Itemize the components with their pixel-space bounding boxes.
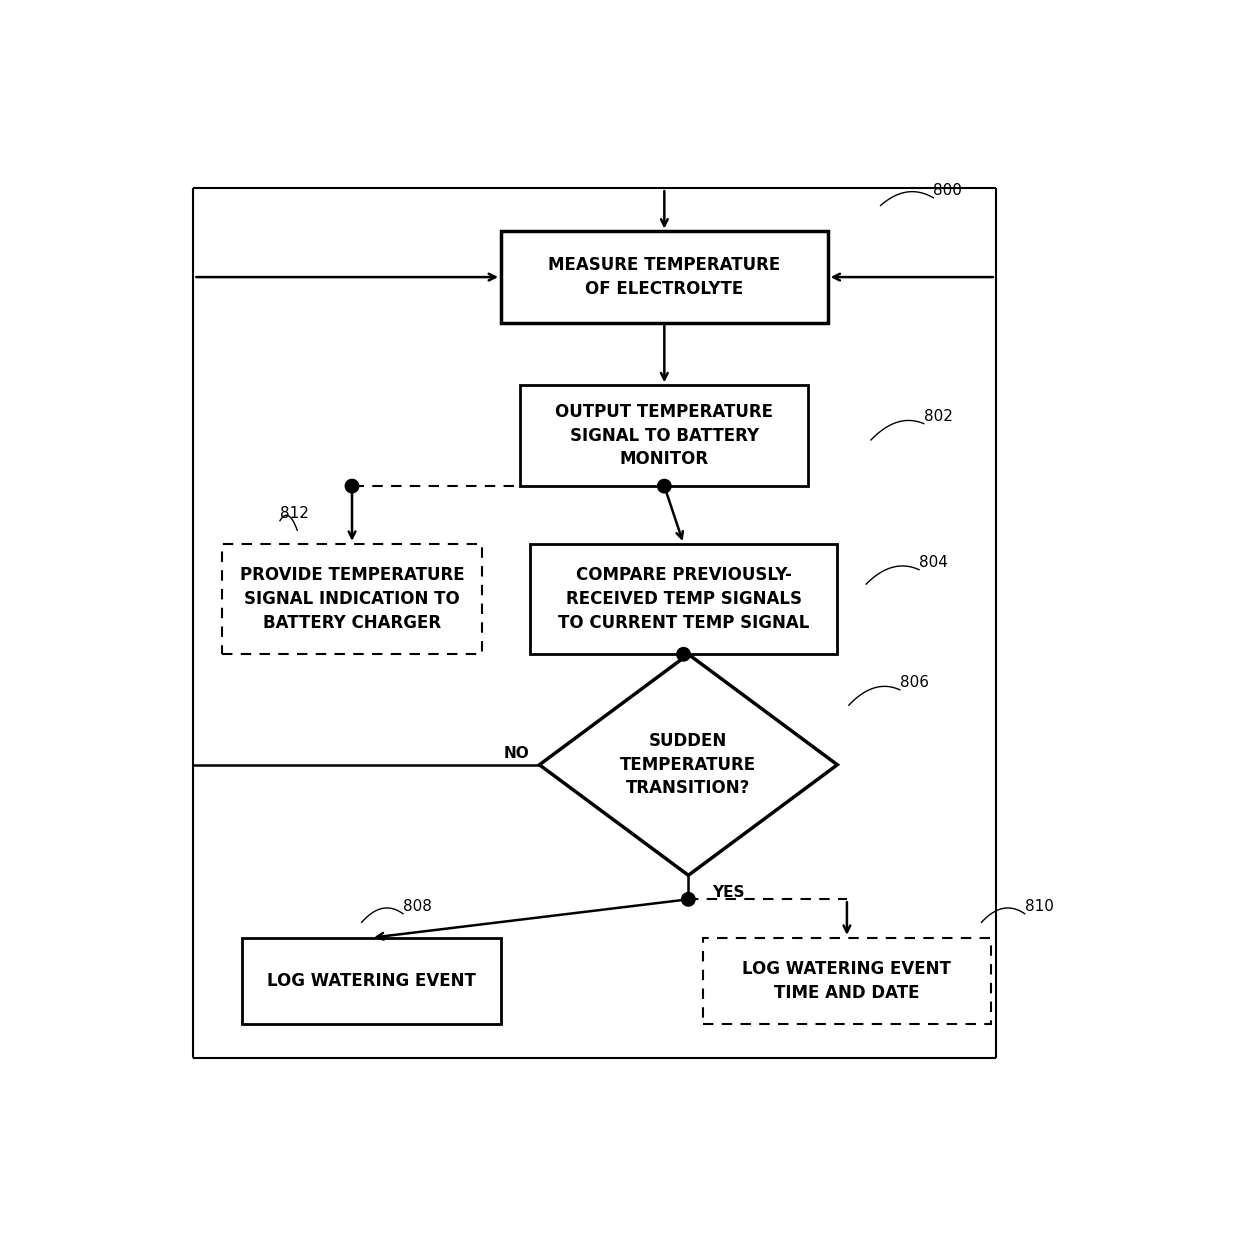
Text: LOG WATERING EVENT: LOG WATERING EVENT xyxy=(267,972,476,990)
Circle shape xyxy=(345,479,358,493)
Text: 810: 810 xyxy=(1024,899,1054,914)
Bar xyxy=(501,231,827,323)
Text: 806: 806 xyxy=(900,675,929,690)
Text: LOG WATERING EVENT
TIME AND DATE: LOG WATERING EVENT TIME AND DATE xyxy=(743,960,951,1002)
Text: SUDDEN
TEMPERATURE
TRANSITION?: SUDDEN TEMPERATURE TRANSITION? xyxy=(620,733,756,797)
Bar xyxy=(703,937,991,1025)
Bar xyxy=(242,937,501,1025)
Bar xyxy=(521,386,808,487)
Text: NO: NO xyxy=(503,746,529,761)
Bar xyxy=(222,544,482,654)
Text: COMPARE PREVIOUSLY-
RECEIVED TEMP SIGNALS
TO CURRENT TEMP SIGNAL: COMPARE PREVIOUSLY- RECEIVED TEMP SIGNAL… xyxy=(558,567,810,631)
Circle shape xyxy=(677,648,691,661)
Circle shape xyxy=(682,892,696,906)
Text: YES: YES xyxy=(712,885,745,900)
Bar xyxy=(529,544,837,654)
Text: 808: 808 xyxy=(403,899,432,914)
Text: 812: 812 xyxy=(280,505,309,520)
Text: PROVIDE TEMPERATURE
SIGNAL INDICATION TO
BATTERY CHARGER: PROVIDE TEMPERATURE SIGNAL INDICATION TO… xyxy=(239,567,464,631)
Text: MEASURE TEMPERATURE
OF ELECTROLYTE: MEASURE TEMPERATURE OF ELECTROLYTE xyxy=(548,256,780,298)
Text: 802: 802 xyxy=(924,408,952,423)
Text: 800: 800 xyxy=(934,182,962,197)
Polygon shape xyxy=(539,654,837,875)
Text: OUTPUT TEMPERATURE
SIGNAL TO BATTERY
MONITOR: OUTPUT TEMPERATURE SIGNAL TO BATTERY MON… xyxy=(556,403,774,468)
Circle shape xyxy=(657,479,671,493)
Text: 804: 804 xyxy=(919,554,947,569)
